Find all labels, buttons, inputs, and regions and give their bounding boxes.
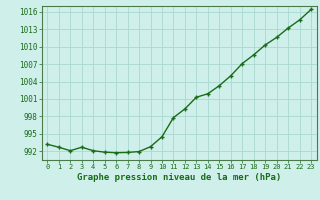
X-axis label: Graphe pression niveau de la mer (hPa): Graphe pression niveau de la mer (hPa): [77, 173, 281, 182]
